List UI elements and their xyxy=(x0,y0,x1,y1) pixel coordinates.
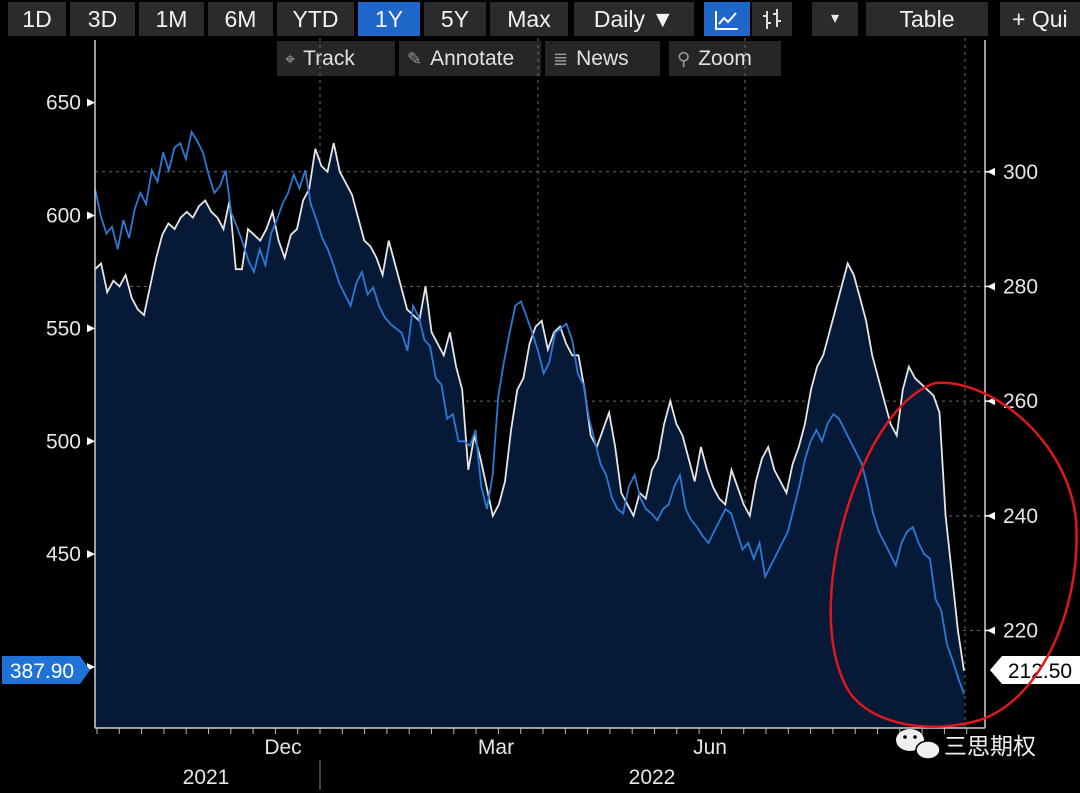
range-1m-button[interactable]: 1M xyxy=(139,2,204,36)
quick-add-button[interactable]: + Qui xyxy=(1000,2,1080,36)
right-tick-mark xyxy=(987,167,995,176)
series-white-line xyxy=(94,142,965,671)
range-1y-button[interactable]: 1Y xyxy=(358,2,420,36)
x-label-dec: Dec xyxy=(264,736,301,759)
price-area-fill xyxy=(95,143,964,729)
news-button[interactable]: ≣ News xyxy=(545,41,660,76)
track-label: Track xyxy=(303,47,355,70)
zoom-label: Zoom xyxy=(698,47,752,70)
magnifier-icon: ⚲ xyxy=(677,49,691,69)
grid-lines xyxy=(95,38,985,728)
news-label: News xyxy=(576,47,629,70)
crosshair-icon: ⌖ xyxy=(285,49,296,69)
left-tick-mark xyxy=(87,437,95,446)
ohlc-bar-icon[interactable] xyxy=(752,2,792,36)
table-button[interactable]: Table xyxy=(866,2,988,36)
left-tick-label: 450 xyxy=(46,543,81,566)
left-tick-mark xyxy=(87,663,95,672)
dropdown-arrow-icon[interactable]: ▾ xyxy=(812,2,858,36)
chart-toolbar: 1D 3D 1M 6M YTD 1Y 5Y Max Daily ▼ ▾ Tabl… xyxy=(0,0,1080,38)
left-tick-label: 400 xyxy=(46,656,81,679)
last-price-right-text: 212.50 xyxy=(1008,660,1072,683)
watermark: 三思期权 xyxy=(896,729,1036,760)
last-price-label-left: 387.90 xyxy=(2,656,90,684)
range-5y-button[interactable]: 5Y xyxy=(424,2,486,36)
pencil-icon: ✎ xyxy=(407,49,423,69)
last-price-left-text: 387.90 xyxy=(10,660,74,683)
axes: 400 450 500 550 600 650 220 240 260 280 300 xyxy=(46,40,1038,790)
left-tick-mark xyxy=(87,550,95,559)
news-list-icon: ≣ xyxy=(553,49,569,69)
right-tick-label: 300 xyxy=(1003,161,1038,184)
left-tick-label: 550 xyxy=(46,317,81,340)
year-label-2021: 2021 xyxy=(183,766,230,789)
year-label-2022: 2022 xyxy=(629,766,676,789)
range-3d-button[interactable]: 3D xyxy=(70,2,135,36)
annotation-circle xyxy=(829,381,1078,728)
right-tick-label: 280 xyxy=(1003,275,1038,298)
right-tick-label: 260 xyxy=(1003,390,1038,413)
left-tick-mark xyxy=(87,324,95,333)
annotate-label: Annotate xyxy=(430,47,515,70)
left-tick-mark xyxy=(87,98,95,107)
range-6m-button[interactable]: 6M xyxy=(208,2,273,36)
right-tick-mark xyxy=(987,397,995,406)
left-tick-label: 500 xyxy=(46,430,81,453)
right-tick-label: 220 xyxy=(1003,620,1038,643)
right-tick-mark xyxy=(987,511,995,520)
zoom-button[interactable]: ⚲ Zoom xyxy=(669,41,781,76)
watermark-text: 三思期权 xyxy=(944,733,1036,759)
left-tick-label: 650 xyxy=(46,92,81,115)
x-label-mar: Mar xyxy=(478,736,514,759)
left-tick-label: 600 xyxy=(46,204,81,227)
series-blue-line xyxy=(94,129,965,695)
right-tick-mark xyxy=(987,282,995,291)
wechat-icon xyxy=(896,729,941,760)
line-chart-icon[interactable] xyxy=(704,2,750,36)
range-ytd-button[interactable]: YTD xyxy=(277,2,354,36)
frequency-dropdown[interactable]: Daily ▼ xyxy=(574,2,694,36)
range-1d-button[interactable]: 1D xyxy=(8,2,66,36)
track-button[interactable]: ⌖ Track xyxy=(277,41,395,76)
x-label-jun: Jun xyxy=(693,736,727,759)
left-tick-mark xyxy=(87,211,95,220)
range-max-button[interactable]: Max xyxy=(490,2,568,36)
right-tick-mark xyxy=(987,626,995,635)
annotate-button[interactable]: ✎ Annotate xyxy=(399,41,541,76)
last-price-label-right: 212.50 xyxy=(990,656,1080,684)
right-tick-label: 240 xyxy=(1003,505,1038,528)
